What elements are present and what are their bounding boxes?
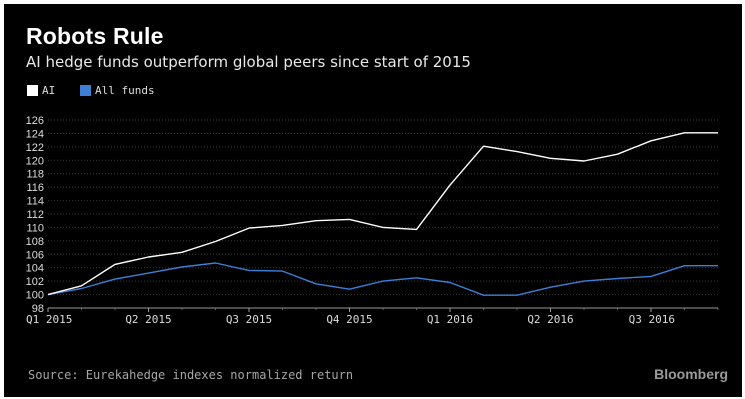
y-tick-label: 104 [26,263,44,275]
y-tick-label: 112 [26,209,44,221]
chart-panel: Robots Rule AI hedge funds outperform gl… [4,4,742,397]
x-tick-label: Q4 2015 [326,313,372,326]
y-tick-label: 106 [26,249,44,261]
y-tick-label: 124 [26,128,44,140]
x-tick-label: Q1 2015 [26,313,72,326]
bloomberg-logo: Bloomberg [654,366,728,382]
x-tick-label: Q1 2016 [427,313,473,326]
y-tick-label: 114 [26,196,44,208]
y-tick-label: 108 [26,236,44,248]
x-tick-label: Q2 2015 [125,313,171,326]
y-tick-label: 126 [26,115,44,127]
y-tick-label: 116 [26,182,44,194]
y-tick-label: 120 [26,155,44,167]
y-tick-label: 100 [26,290,44,302]
line-chart: 9810010210410610811011211411611812012212… [4,4,742,397]
y-tick-label: 122 [26,142,44,154]
x-tick-label: Q2 2016 [527,313,573,326]
y-tick-label: 110 [26,222,44,234]
x-tick-label: Q3 2015 [226,313,272,326]
y-tick-label: 118 [26,169,44,181]
source-note: Source: Eurekahedge indexes normalized r… [28,368,353,382]
x-tick-label: Q3 2016 [629,313,675,326]
series-line-ai [48,133,718,295]
y-tick-label: 102 [26,276,44,288]
series-line-all-funds [48,263,718,295]
